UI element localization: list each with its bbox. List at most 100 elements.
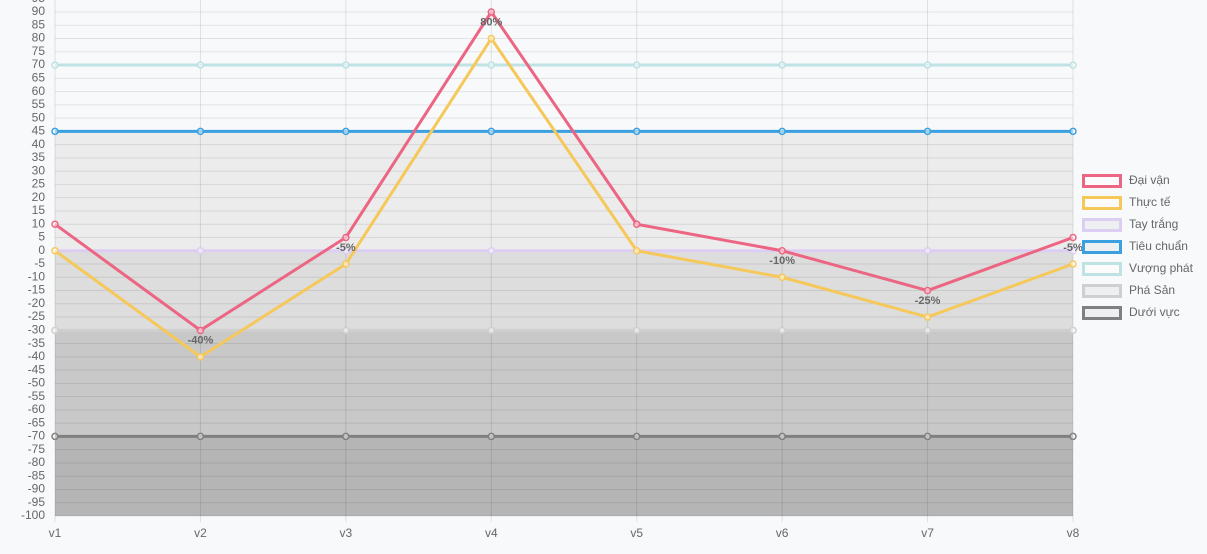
point — [1069, 432, 1077, 441]
value-label: -10% — [769, 255, 795, 267]
y-tick-label: 85 — [32, 17, 46, 31]
y-tick-label: 70 — [32, 57, 46, 71]
point — [632, 326, 641, 335]
legend-swatch — [1082, 196, 1122, 210]
point — [923, 286, 932, 295]
point — [923, 432, 932, 441]
series-line — [54, 9, 1074, 333]
y-tick-label: 80 — [32, 31, 46, 45]
legend-label: Tay trắng — [1129, 216, 1178, 231]
point — [778, 326, 786, 335]
point — [778, 127, 786, 136]
y-tick-label: -65 — [28, 415, 46, 429]
point — [778, 273, 786, 282]
y-tick-label: -90 — [28, 482, 46, 496]
point — [51, 220, 59, 228]
point — [923, 127, 932, 136]
point — [923, 313, 932, 321]
point — [196, 432, 205, 441]
y-tick-label: -10 — [28, 269, 46, 283]
y-tick-label: -80 — [28, 455, 46, 469]
point — [51, 127, 59, 136]
x-tick-label: v8 — [1067, 526, 1080, 540]
legend-swatch — [1082, 240, 1122, 254]
x-tick-label: v7 — [921, 526, 934, 540]
x-tick-label: v6 — [776, 526, 789, 540]
y-tick-label: -20 — [28, 296, 46, 310]
legend-swatch — [1082, 218, 1122, 232]
point — [923, 326, 932, 335]
y-tick-label: -55 — [28, 389, 46, 403]
point — [632, 246, 641, 255]
legend-label: Tiêu chuẩn — [1129, 239, 1188, 253]
point — [923, 246, 932, 255]
legend-label: Vượng phát — [1129, 261, 1194, 275]
legend-label: Dưới vực — [1129, 305, 1180, 319]
value-label: -40% — [188, 335, 214, 347]
y-tick-label: 40 — [32, 137, 46, 151]
y-tick-label: 10 — [32, 216, 46, 230]
y-tick-label: 50 — [32, 110, 46, 124]
point — [196, 353, 205, 361]
y-tick-label: 25 — [32, 177, 46, 191]
point — [487, 8, 496, 16]
point — [923, 61, 932, 69]
band-fill — [55, 436, 1073, 516]
series-line — [54, 35, 1074, 359]
legend-label: Đại vận — [1129, 173, 1170, 187]
y-tick-label: 35 — [32, 150, 46, 164]
y-tick-label: 55 — [32, 97, 46, 111]
y-tick-label: -30 — [28, 322, 46, 336]
y-tick-label: 45 — [32, 124, 46, 138]
legend-swatch — [1082, 306, 1122, 320]
point — [632, 432, 641, 441]
point — [1069, 233, 1077, 242]
point — [1069, 127, 1077, 136]
point — [342, 246, 350, 255]
x-tick-label: v4 — [485, 526, 498, 540]
point — [1069, 260, 1077, 268]
y-tick-label: 30 — [32, 163, 46, 177]
point — [632, 61, 641, 69]
point — [51, 246, 59, 255]
point — [196, 246, 205, 255]
point — [778, 61, 786, 69]
point — [1069, 326, 1077, 335]
y-tick-label: 95 — [32, 0, 46, 5]
point — [342, 260, 350, 268]
point — [196, 61, 205, 69]
y-tick-label: -60 — [28, 402, 46, 416]
y-tick-label: -35 — [28, 336, 46, 350]
y-tick-label: -70 — [28, 429, 46, 443]
y-tick-label: -15 — [28, 283, 46, 297]
point — [342, 432, 350, 441]
x-tick-label: v3 — [340, 526, 353, 540]
legend-swatch — [1082, 284, 1122, 298]
point — [342, 61, 350, 69]
point — [487, 61, 496, 69]
point — [51, 326, 59, 335]
point — [487, 246, 496, 255]
y-tick-label: -95 — [28, 495, 46, 509]
point — [487, 326, 496, 335]
point — [487, 127, 496, 136]
value-label: -25% — [915, 295, 941, 307]
x-tick-label: v5 — [630, 526, 643, 540]
point — [196, 326, 205, 335]
value-label: -5% — [1063, 242, 1083, 254]
point — [632, 220, 641, 228]
point — [778, 246, 786, 255]
point — [51, 432, 59, 441]
point — [196, 127, 205, 136]
y-tick-label: 90 — [32, 4, 46, 18]
y-tick-label: 65 — [32, 70, 46, 84]
x-tick-label: v2 — [194, 526, 207, 540]
y-tick-label: -5 — [34, 256, 45, 270]
point — [342, 127, 350, 136]
y-tick-label: 5 — [38, 230, 45, 244]
point — [342, 326, 350, 335]
value-label: -5% — [336, 242, 356, 254]
y-tick-label: -85 — [28, 468, 46, 482]
point — [1069, 246, 1077, 255]
